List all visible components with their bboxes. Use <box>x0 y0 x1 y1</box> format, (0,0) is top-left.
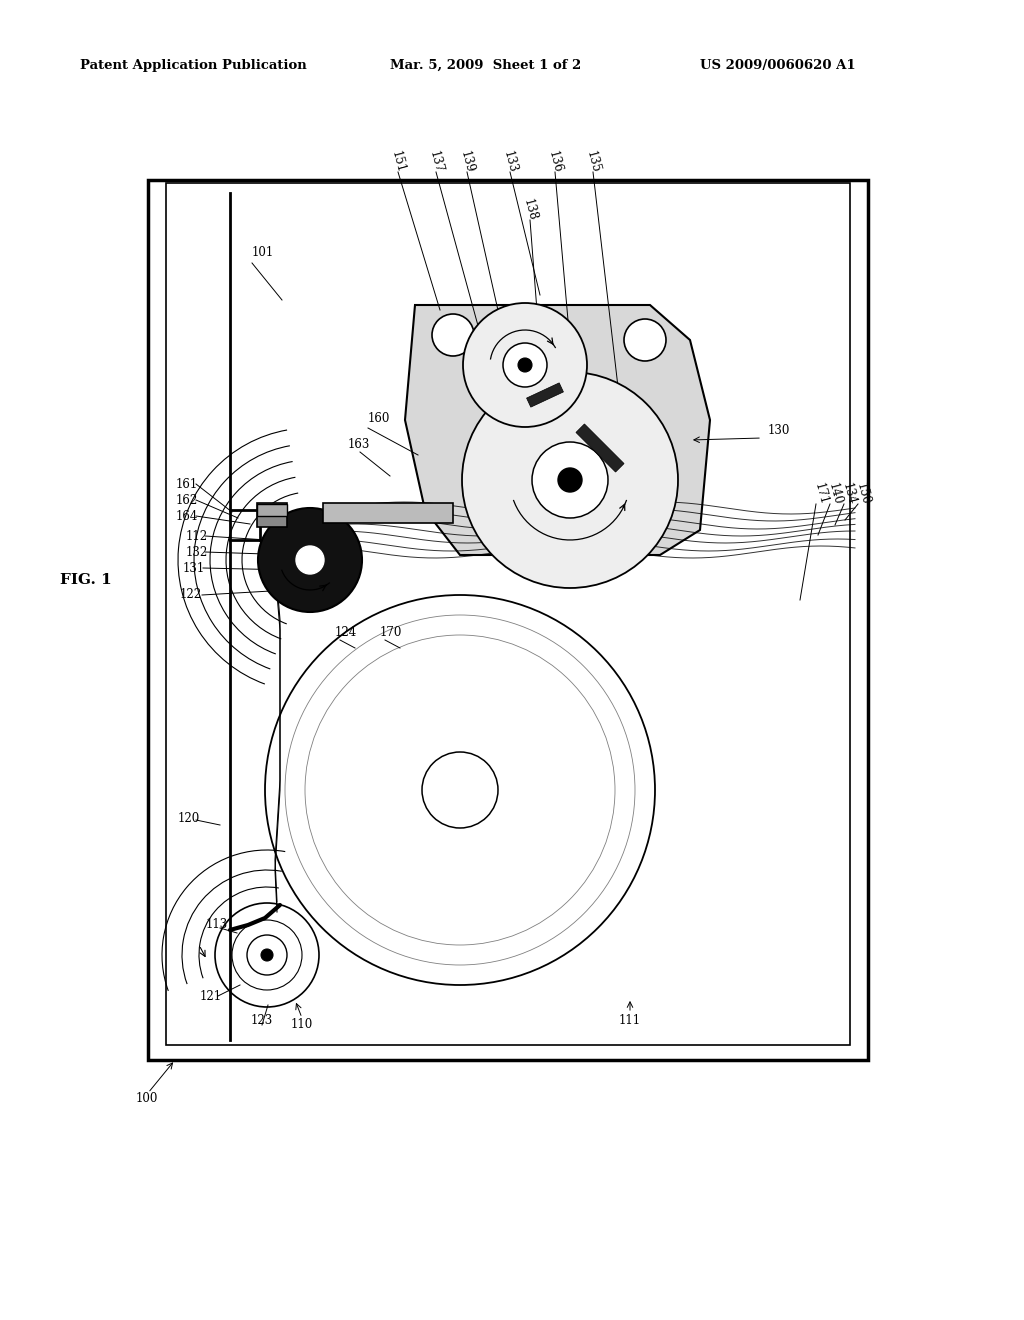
Text: FIG. 1: FIG. 1 <box>60 573 112 587</box>
Text: 164: 164 <box>176 510 199 523</box>
Text: 151: 151 <box>389 149 408 174</box>
Text: 163: 163 <box>348 438 371 451</box>
Circle shape <box>432 314 474 356</box>
Bar <box>148 180 868 1060</box>
Circle shape <box>258 508 362 612</box>
Circle shape <box>624 319 666 360</box>
Text: 171: 171 <box>812 482 830 507</box>
Circle shape <box>503 343 547 387</box>
Text: 131: 131 <box>183 561 205 574</box>
Bar <box>166 183 850 1045</box>
Circle shape <box>261 949 273 961</box>
Text: 134: 134 <box>840 482 858 507</box>
Polygon shape <box>575 424 624 473</box>
Text: 120: 120 <box>178 812 201 825</box>
Text: 132: 132 <box>186 545 208 558</box>
Circle shape <box>462 372 678 587</box>
Text: 123: 123 <box>251 1014 273 1027</box>
Text: 140: 140 <box>826 482 845 507</box>
Text: 139: 139 <box>458 149 476 174</box>
Text: 161: 161 <box>176 478 199 491</box>
Text: US 2009/0060620 A1: US 2009/0060620 A1 <box>700 58 856 71</box>
Text: 112: 112 <box>186 529 208 543</box>
Text: Patent Application Publication: Patent Application Publication <box>80 58 307 71</box>
Circle shape <box>532 442 608 517</box>
Bar <box>323 503 453 523</box>
Text: 135: 135 <box>584 149 602 174</box>
Text: 138: 138 <box>521 198 540 223</box>
Circle shape <box>518 358 532 372</box>
Text: Mar. 5, 2009  Sheet 1 of 2: Mar. 5, 2009 Sheet 1 of 2 <box>390 58 582 71</box>
Text: 111: 111 <box>618 1014 641 1027</box>
Text: 130: 130 <box>768 424 791 437</box>
Text: 160: 160 <box>368 412 390 425</box>
Text: 113: 113 <box>206 917 228 931</box>
Text: 133: 133 <box>501 149 519 174</box>
Text: 110: 110 <box>291 1019 313 1031</box>
Text: 122: 122 <box>180 589 202 602</box>
Polygon shape <box>406 305 710 554</box>
Circle shape <box>296 546 324 574</box>
Text: 100: 100 <box>136 1092 159 1105</box>
Text: 150: 150 <box>854 482 872 507</box>
Text: 101: 101 <box>252 247 274 260</box>
Text: 124: 124 <box>335 626 357 639</box>
Text: 170: 170 <box>380 626 402 639</box>
Text: 121: 121 <box>200 990 222 1002</box>
Circle shape <box>463 304 587 426</box>
Polygon shape <box>526 383 563 407</box>
Bar <box>257 504 287 516</box>
Text: 136: 136 <box>546 149 564 174</box>
Bar <box>257 503 287 527</box>
Circle shape <box>558 469 582 492</box>
Text: 162: 162 <box>176 494 199 507</box>
Text: 137: 137 <box>427 149 445 174</box>
